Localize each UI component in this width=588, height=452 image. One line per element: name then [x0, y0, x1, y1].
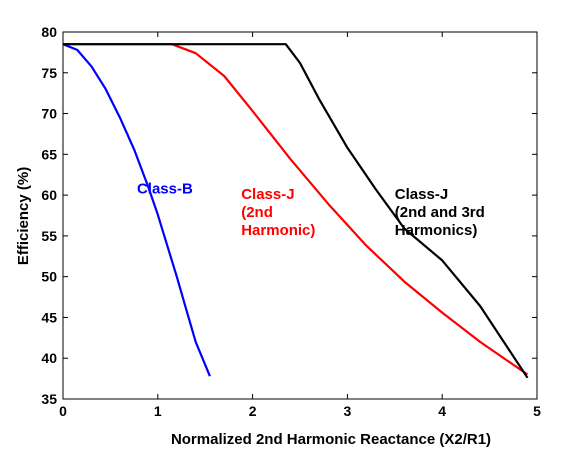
x-tick-label: 1 — [154, 403, 162, 419]
x-tick-label: 2 — [249, 403, 257, 419]
annotation-line: Class-J — [395, 186, 448, 203]
series-layer — [62, 43, 529, 379]
y-tick-label: 65 — [41, 146, 57, 162]
y-axis-label: Efficiency (%) — [15, 167, 32, 265]
y-tick-label: 40 — [41, 350, 57, 366]
annotation-line: (2nd — [241, 204, 273, 221]
x-axis-label: Normalized 2nd Harmonic Reactance (X2/R1… — [171, 431, 491, 448]
annotation-line: Harmonics) — [395, 222, 478, 239]
series-annotation-1: Class-J (2nd Harmonic) — [241, 186, 315, 239]
y-tick-label: 70 — [41, 106, 57, 122]
series-annotation-0: Class-B — [137, 180, 193, 197]
y-tick-label: 55 — [41, 228, 57, 244]
annotation-layer: Class-B Class-J (2nd Harmonic)Class-J (2nd a… — [137, 180, 485, 239]
annotation-line: Class-J — [241, 186, 294, 203]
annotation-line: (2nd and 3rd — [395, 204, 485, 221]
x-tick-label: 5 — [533, 403, 541, 419]
x-tick-label: 3 — [344, 403, 352, 419]
series-annotation-2: Class-J (2nd and 3rd Harmonics) — [395, 186, 485, 239]
x-tick-label: 0 — [59, 403, 67, 419]
y-tick-label: 60 — [41, 187, 57, 203]
plot-frame — [62, 31, 538, 400]
y-tick-label: 80 — [41, 24, 57, 40]
y-tick-label: 45 — [41, 309, 57, 325]
series-line-0 — [62, 43, 211, 377]
series-line-2 — [63, 43, 529, 379]
annotation-line: Class-B — [137, 180, 193, 197]
x-tick-label: 4 — [438, 403, 446, 419]
annotation-line: Harmonic) — [241, 222, 315, 239]
y-tick-label: 75 — [41, 65, 57, 81]
y-tick-label: 35 — [41, 391, 57, 407]
y-tick-label: 50 — [41, 269, 57, 285]
